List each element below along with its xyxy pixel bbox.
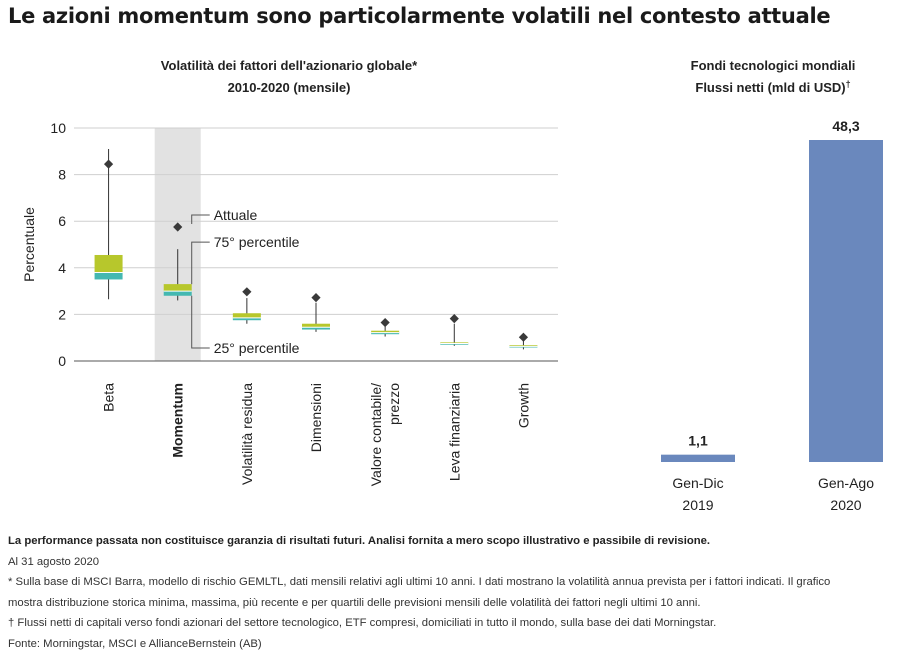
y-tick-label: 6: [58, 213, 66, 229]
box-upper-quartile: [164, 284, 192, 291]
tech-fund-flows-bar-chart: Fondi tecnologici mondiali Flussi netti (…: [661, 58, 883, 513]
y-tick-label: 0: [58, 353, 66, 369]
bar-category-year: 2020: [830, 497, 861, 513]
bar-category-label: Gen-Dic: [672, 475, 723, 491]
footnote-note1: * Sulla base di MSCI Barra, modello di r…: [8, 572, 896, 593]
box-lower-quartile: [95, 272, 123, 279]
bar-value-label: 1,1: [688, 433, 708, 449]
bar-category-label: Gen-Ago: [818, 475, 874, 491]
momentum-highlight-band: [155, 128, 201, 361]
annotation-q3: 75° percentile: [214, 234, 300, 250]
y-tick-label: 8: [58, 167, 66, 183]
current-value-marker: [242, 287, 251, 296]
category-label: Leva finanziaria: [446, 383, 462, 481]
category-label: Dimensioni: [308, 383, 324, 452]
flow-bar: [809, 140, 883, 462]
volatility-box-chart: Volatilità dei fattori dell'azionario gl…: [21, 58, 558, 486]
footnote-disclaimer: La performance passata non costituisce g…: [8, 531, 896, 552]
footnotes: La performance passata non costituisce g…: [8, 531, 896, 654]
category-label: Growth: [515, 383, 531, 428]
category-label: Beta: [101, 383, 117, 412]
current-value-marker: [519, 333, 528, 342]
bar-value-label: 48,3: [832, 118, 859, 134]
annotation-q1: 25° percentile: [214, 340, 300, 356]
category-label: Volatilità residua: [239, 383, 255, 485]
current-value-marker: [104, 160, 113, 169]
footnote-source: Fonte: Morningstar, MSCI e AllianceBerns…: [8, 634, 896, 654]
category-label: prezzo: [386, 383, 402, 425]
current-value-marker: [311, 293, 320, 302]
category-label: Valore contabile/: [368, 383, 384, 486]
y-tick-label: 2: [58, 306, 66, 322]
current-value-marker: [381, 318, 390, 327]
footnote-date: Al 31 agosto 2020: [8, 552, 896, 573]
footnote-note2: † Flussi netti di capitali verso fondi a…: [8, 613, 896, 634]
box-upper-quartile: [233, 313, 261, 318]
bar-category-year: 2019: [682, 497, 713, 513]
y-tick-label: 10: [50, 120, 66, 136]
box-upper-quartile: [302, 324, 330, 327]
box-chart-title: Volatilità dei fattori dell'azionario gl…: [161, 58, 418, 73]
chart-canvas: Volatilità dei fattori dell'azionario gl…: [0, 0, 900, 525]
y-axis-label: Percentuale: [21, 207, 37, 282]
bar-chart-subtitle: Flussi netti (mld di USD)†: [695, 79, 850, 95]
annotation-current: Attuale: [214, 207, 258, 223]
flow-bar: [661, 455, 735, 462]
bar-chart-title-mark: †: [846, 79, 851, 89]
current-value-marker: [450, 314, 459, 323]
box-chart-subtitle: 2010-2020 (mensile): [228, 80, 351, 95]
box-lower-quartile: [164, 291, 192, 296]
y-tick-label: 4: [58, 260, 66, 276]
box-upper-quartile: [95, 255, 123, 272]
bar-chart-title: Fondi tecnologici mondiali: [691, 58, 856, 73]
footnote-note1-continued: mostra distribuzione storica minima, mas…: [8, 593, 896, 614]
category-label: Momentum: [170, 383, 186, 458]
